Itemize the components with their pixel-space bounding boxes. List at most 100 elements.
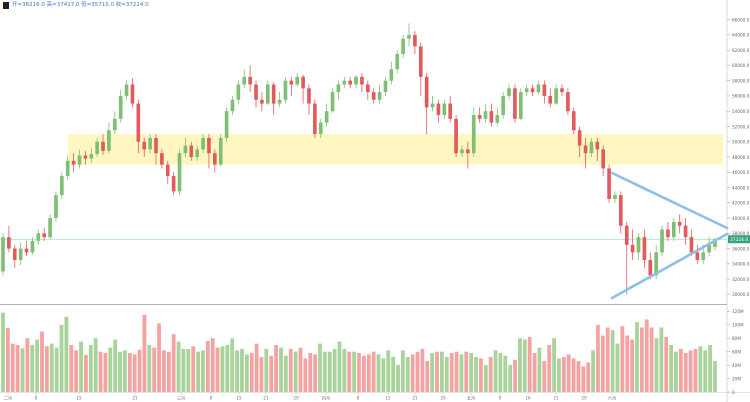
volume-bar-down	[313, 354, 318, 392]
candle-up	[218, 137, 223, 165]
candle-up	[377, 92, 382, 100]
volume-bar-up	[88, 344, 93, 392]
candle-down	[424, 76, 429, 108]
candle-up	[636, 237, 641, 253]
volume-bar-up	[113, 339, 118, 392]
volume-bar-down	[259, 357, 264, 392]
volume-bar-down	[693, 348, 698, 392]
candles-layer	[1, 23, 717, 295]
candle-up	[107, 130, 111, 151]
candle-up	[354, 76, 358, 85]
volume-bar-down	[347, 351, 352, 392]
volume-bar-up	[654, 338, 659, 392]
candle-up	[442, 103, 447, 116]
volume-bar-down	[371, 351, 376, 392]
candle-up	[471, 115, 476, 154]
candle-down	[466, 149, 470, 154]
volume-bar-up	[591, 350, 595, 392]
candle-up	[112, 118, 117, 131]
candle-up	[707, 244, 711, 253]
time-tick-label: 六月	[608, 395, 616, 402]
volume-bar-down	[644, 319, 649, 392]
candle-up	[671, 221, 676, 238]
candle-up	[236, 84, 241, 100]
candle-up	[383, 80, 388, 93]
volume-bar-down	[5, 328, 10, 392]
volume-bar-down	[664, 336, 669, 392]
volume-bar-down	[205, 340, 210, 392]
candle-down	[366, 84, 370, 93]
volume-tick-label: 100M	[732, 323, 744, 328]
volume-bar-up	[381, 358, 386, 392]
ohlc-readout: 开=36216.0 高=37417.0 低=35715.0 收=37224.0	[12, 2, 149, 8]
volume-bar-down	[269, 355, 274, 392]
price-tick-label: 56000.0	[732, 94, 750, 99]
volume-bar-up	[79, 341, 83, 392]
price-tick-label: 66000.0	[732, 17, 750, 22]
volume-bar-up	[176, 341, 181, 392]
candle-down	[12, 248, 17, 261]
candle-down	[560, 88, 564, 93]
volume-bar-down	[542, 361, 547, 392]
volume-bar-up	[610, 330, 615, 392]
current-price-label: 37224.0	[730, 237, 748, 243]
volume-bar-up	[493, 350, 498, 392]
volume-bar-up	[703, 350, 708, 392]
time-tick-label: 二月	[4, 396, 12, 402]
candle-down	[418, 46, 423, 77]
volume-bar-up	[400, 350, 405, 392]
symbol-square-icon	[3, 2, 9, 9]
candle-down	[548, 95, 553, 104]
volume-bar-up	[391, 357, 396, 392]
candle-down	[436, 103, 441, 116]
candle-up	[342, 80, 347, 85]
volume-bar-down	[98, 351, 103, 392]
price-tick-label: 44000.0	[732, 185, 750, 190]
time-tick-label: 四月	[322, 396, 330, 402]
time-tick-label: 21	[132, 396, 138, 401]
candle-up	[713, 239, 717, 247]
price-tick-label: 46000.0	[732, 170, 750, 175]
candle-down	[142, 141, 147, 150]
price-tick-label: 50000.0	[732, 140, 750, 145]
volume-bar-up	[518, 338, 522, 392]
candle-up	[201, 137, 205, 150]
candle-down	[307, 88, 311, 104]
candle-up	[430, 103, 435, 108]
time-tick-label: 21	[553, 396, 559, 401]
current-price-tag	[728, 235, 750, 244]
volume-bar-up	[35, 339, 40, 392]
candle-down	[165, 164, 170, 177]
candle-up	[660, 229, 664, 253]
volume-bar-up	[615, 343, 620, 392]
volume-bar-up	[659, 327, 664, 392]
volume-tick-label: 0	[732, 390, 735, 395]
volume-bar-up	[230, 338, 235, 392]
candle-down	[624, 225, 629, 245]
candle-down	[601, 149, 606, 169]
volume-bar-down	[415, 351, 420, 392]
volume-bar-down	[137, 349, 142, 392]
candle-up	[18, 248, 23, 261]
candle-up	[54, 195, 58, 219]
candle-down	[7, 237, 11, 249]
volume-bar-down	[69, 344, 74, 392]
candle-down	[254, 84, 258, 100]
volume-bar-down	[410, 354, 415, 392]
volume-bar-up	[444, 357, 449, 392]
candle-up	[554, 88, 558, 104]
candle-up	[495, 115, 500, 123]
candle-up	[148, 137, 152, 150]
candle-up	[265, 84, 270, 104]
time-tick-label: 16	[525, 396, 531, 401]
candle-up	[401, 38, 405, 54]
candle-down	[289, 80, 294, 85]
volume-bar-down	[142, 314, 147, 392]
volume-bar-up	[537, 347, 542, 392]
volume-bar-up	[59, 324, 64, 392]
time-tick-label: 29	[293, 396, 299, 401]
candle-down	[489, 111, 494, 123]
candle-up	[407, 34, 411, 39]
price-axis: 66000.0 64000.0 62000.0 60000.0 58000.0 56000…	[727, 17, 750, 297]
